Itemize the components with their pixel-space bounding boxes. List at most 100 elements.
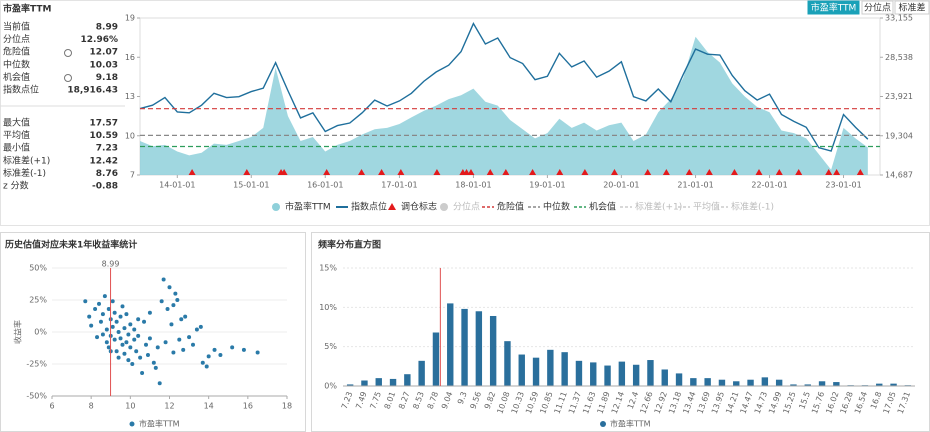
legend-icon <box>272 203 280 211</box>
info-icon[interactable] <box>64 49 72 57</box>
legend-label[interactable]: 中位数 <box>543 201 570 213</box>
scatter-point <box>128 322 133 327</box>
legend-label[interactable]: 标准差(-1) <box>731 201 774 213</box>
y-tick-label: -25% <box>26 360 47 369</box>
legend-label[interactable]: 平均值 <box>693 201 720 213</box>
scatter-point <box>104 340 109 345</box>
hist-bar <box>890 383 897 386</box>
scatter-point <box>165 306 170 311</box>
stat-label: 中位数 <box>3 58 30 70</box>
scatter-point <box>212 347 217 352</box>
rebalance-marker <box>610 169 618 175</box>
tab-label[interactable]: 标准差 <box>898 2 925 14</box>
hist-bar <box>775 379 783 386</box>
rebalance-marker <box>644 169 652 175</box>
tab-label[interactable]: 市盈率TTM <box>811 2 857 14</box>
legend-label[interactable]: 市盈率TTM <box>285 201 331 213</box>
tab-button[interactable] <box>807 0 860 15</box>
scatter-point <box>218 353 223 358</box>
hist-bar <box>475 311 483 386</box>
tab-button[interactable] <box>894 0 930 15</box>
x-tick-label: 14 <box>204 402 214 411</box>
rebalance-marker <box>556 169 564 175</box>
tab-label[interactable]: 分位点 <box>864 2 891 14</box>
scatter-point <box>153 365 158 370</box>
legend-label[interactable]: 危险值 <box>497 201 524 213</box>
rebalance-marker <box>685 169 693 175</box>
hist-bar <box>461 308 468 386</box>
x-tick-label: 20-01-01 <box>603 181 639 190</box>
x-tick-label: 18 <box>282 402 292 411</box>
y-tick-label: 15% <box>319 264 337 273</box>
scatter-point <box>98 319 103 324</box>
hist-bar <box>547 349 554 386</box>
legend-label[interactable]: 标准差(+1) <box>635 201 682 213</box>
hist-bar <box>375 378 382 386</box>
y-tick-label: 0% <box>324 382 337 391</box>
scatter-point <box>206 354 211 359</box>
y2-tick-label: 14,687 <box>885 171 913 180</box>
x-tick-label: 18-01-01 <box>455 181 491 190</box>
scatter-point <box>122 351 127 356</box>
scatter-point <box>128 345 133 350</box>
rebalance-marker <box>856 169 864 175</box>
hist-bar <box>876 383 883 386</box>
x-tick-label: 6 <box>49 402 54 411</box>
stat-label: 分位点 <box>3 33 30 45</box>
legend-label[interactable]: 市盈率TTM <box>139 419 180 429</box>
tab-button[interactable] <box>861 0 894 15</box>
y2-tick-label: 23,921 <box>885 92 913 101</box>
scatter-point <box>179 317 184 322</box>
rebalance-marker <box>323 169 331 175</box>
legend-label[interactable]: 市盈率TTM <box>610 419 651 429</box>
x-tick-label: 22-01-01 <box>751 181 787 190</box>
scatter-point <box>104 327 109 332</box>
legend-label[interactable]: 指数点位 <box>351 201 387 213</box>
scatter-point <box>126 358 131 363</box>
x-tick-label: 21-01-01 <box>677 181 713 190</box>
y-tick-label: 16 <box>125 53 135 62</box>
scatter-point <box>157 381 162 386</box>
hist-bar <box>647 360 654 386</box>
scatter-point <box>147 336 152 341</box>
hist-bar <box>675 373 683 386</box>
legend-label[interactable]: 分位点 <box>453 201 480 213</box>
rebalance-marker <box>833 169 841 175</box>
scatter-point <box>95 335 100 340</box>
x-tick-label: 15-01-01 <box>233 181 269 190</box>
legend-label[interactable]: 机会值 <box>589 201 616 213</box>
scatter-point <box>167 285 172 290</box>
scatter-point <box>87 314 92 319</box>
scatter-point <box>163 340 168 345</box>
hist-panel <box>311 232 930 432</box>
legend-icon <box>388 203 396 210</box>
y-tick-label: 7 <box>130 171 135 180</box>
scatter-point <box>118 336 123 341</box>
stat-label: 最小值 <box>3 142 30 154</box>
rebalance-marker <box>755 169 763 175</box>
hist-bar <box>761 377 769 386</box>
rebalance-marker <box>397 169 405 175</box>
hist-bar <box>518 354 525 386</box>
legend-label[interactable]: 调仓标志 <box>401 201 437 213</box>
scatter-point <box>120 304 125 309</box>
legend-icon <box>440 203 448 211</box>
stat-label: 标准差(+1) <box>3 154 50 166</box>
hist-bar <box>418 360 425 386</box>
scatter-point <box>112 337 117 342</box>
y-tick-label: 10 <box>125 131 135 140</box>
rebalance-marker <box>529 169 537 175</box>
pe-area <box>140 36 868 175</box>
legend-icon <box>129 421 135 427</box>
scatter-point <box>110 299 115 304</box>
hist-bar <box>604 365 611 386</box>
scatter-point <box>132 337 137 342</box>
info-icon[interactable] <box>64 74 72 82</box>
scatter-point <box>151 360 156 365</box>
scatter-point <box>112 310 117 315</box>
scatter-point <box>171 350 176 355</box>
rebalance-marker <box>280 169 288 175</box>
stat-label: z 分数 <box>3 180 29 192</box>
scatter-point <box>181 347 186 352</box>
scatter-point <box>89 323 94 328</box>
